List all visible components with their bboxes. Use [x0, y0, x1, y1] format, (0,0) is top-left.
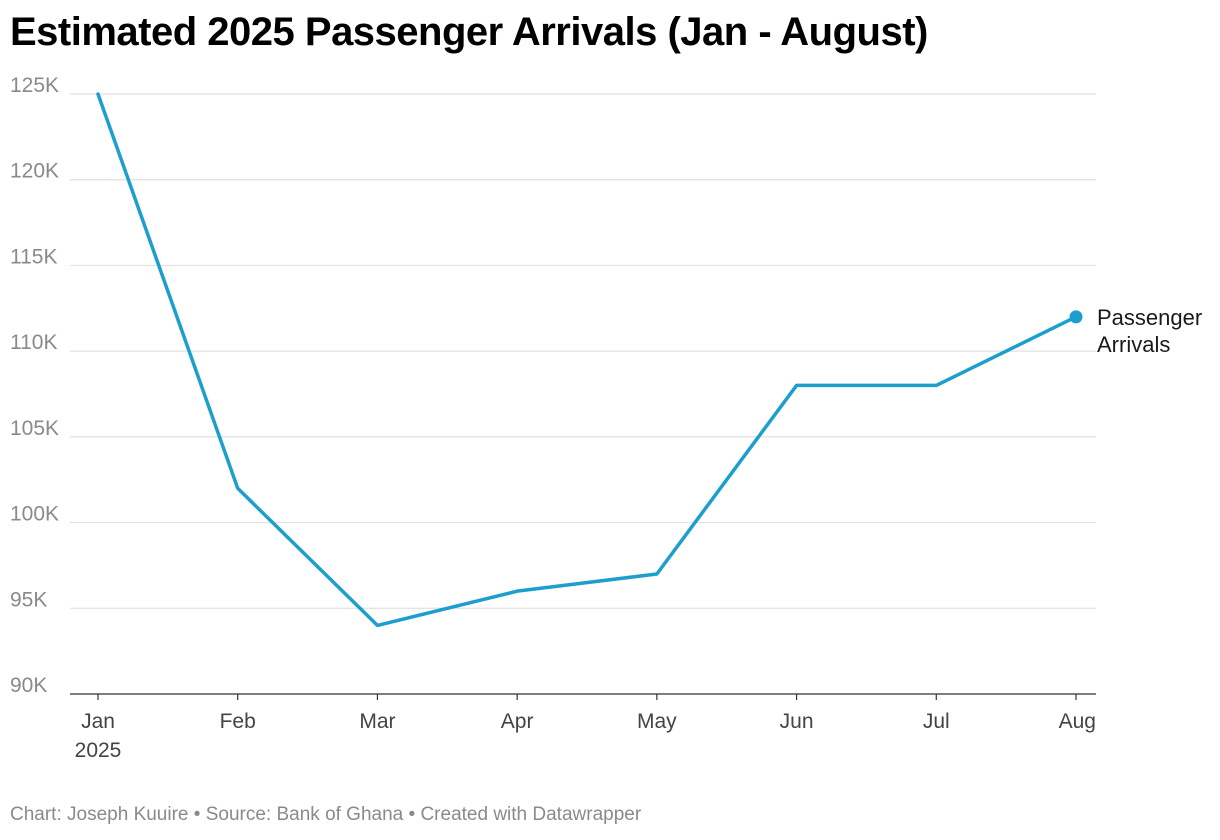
x-tick-label: Mar: [359, 710, 395, 733]
series-layer: Passenger Arrivals: [96, 92, 1202, 628]
x-tick-year-label: 2025: [75, 739, 122, 762]
footer-chart-by: Chart: Joseph Kuuire: [10, 804, 189, 825]
gridlines: [70, 93, 1096, 695]
x-tick-label: Feb: [220, 710, 256, 733]
footer-separator-1: •: [188, 804, 206, 825]
chart-footer: Chart: Joseph Kuuire • Source: Bank of G…: [10, 804, 641, 826]
y-tick-label: 105K: [10, 417, 59, 440]
y-tick-label: 90K: [10, 674, 47, 697]
footer-separator-2: •: [403, 804, 421, 825]
x-tick-label: Jan: [81, 710, 115, 733]
footer-created-with: Created with Datawrapper: [420, 804, 642, 825]
x-tick-label: Apr: [501, 710, 534, 733]
y-tick-label: 125K: [10, 74, 59, 97]
x-tick-label: Jul: [923, 710, 950, 733]
y-axis-tick-labels: 90K 95K 100K 105K 110K 115K 120K 125K: [10, 74, 59, 697]
series-line: [96, 92, 1078, 628]
x-axis-tick-labels: Jan Feb Mar Apr May Jun Jul Aug 2025: [75, 694, 1096, 762]
chart-title: Estimated 2025 Passenger Arrivals (Jan -…: [10, 10, 928, 54]
x-tick-label: Jun: [780, 710, 814, 733]
series-end-point: [1069, 310, 1083, 324]
y-tick-label: 110K: [10, 331, 58, 354]
y-tick-label: 100K: [10, 503, 59, 526]
y-tick-label: 115K: [10, 245, 58, 268]
x-tick-label: May: [637, 710, 677, 733]
footer-source: Source: Bank of Ghana: [205, 804, 404, 825]
chart-plot: 90K 95K 100K 105K 110K 115K 120K 125K Jan Feb Mar…: [10, 74, 1202, 762]
y-tick-label: 120K: [10, 160, 59, 183]
series-label: Passenger Arrivals: [1097, 305, 1202, 357]
y-tick-label: 95K: [10, 588, 47, 611]
x-tick-label: Aug: [1059, 710, 1096, 733]
